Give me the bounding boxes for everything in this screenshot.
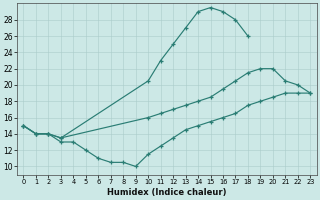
X-axis label: Humidex (Indice chaleur): Humidex (Indice chaleur) — [107, 188, 227, 197]
